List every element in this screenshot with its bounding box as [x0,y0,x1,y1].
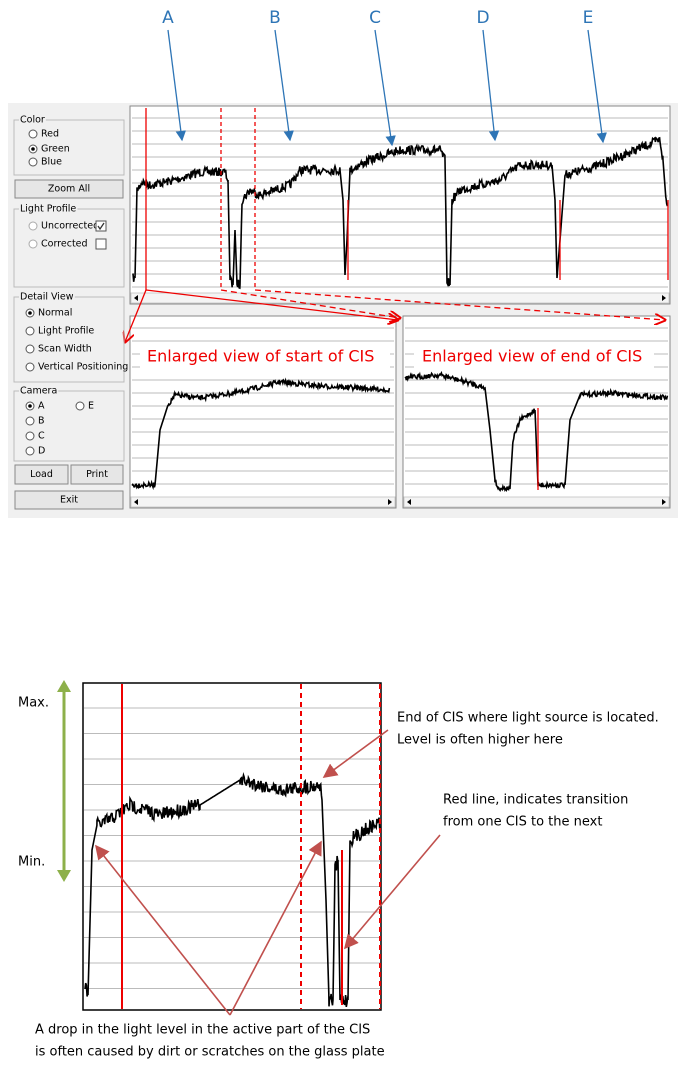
radio-label: Corrected [41,239,88,250]
radio-button[interactable] [25,326,35,336]
group-box [13,119,125,176]
radio-button[interactable] [28,157,38,167]
radio-label[interactable]: Light Profile [38,326,94,337]
radio-label[interactable]: Red [41,129,59,140]
checkbox[interactable] [95,238,107,250]
radio-dot [28,311,32,315]
signal-trace [84,771,381,1008]
scrollbar[interactable] [130,292,670,304]
radio-dot [28,404,32,408]
plot-frame [129,105,671,305]
group-title: Light Profile [20,204,76,215]
button-label[interactable]: Print [86,469,108,480]
callout-arrow [167,29,187,142]
callout-arrow [274,29,294,142]
button-label[interactable]: Load [30,469,53,480]
annotation: Enlarged view of end of CIS [422,347,642,366]
group-box [13,390,125,462]
radio-button [28,221,38,231]
callout-arrow [482,29,500,142]
radio-button[interactable] [28,129,38,139]
group-title-bg [19,385,59,397]
note: A drop in the light level in the active … [35,1023,370,1038]
callout-arrow [587,29,607,144]
radio-label[interactable]: Green [41,144,70,155]
radio-label[interactable]: Blue [41,157,62,168]
callout-letter: B [269,8,281,28]
radio-label[interactable]: D [38,446,45,457]
radio-label[interactable]: Normal [38,308,72,319]
note-arrow [229,840,322,1016]
signal-trace [404,370,669,493]
radio-label[interactable]: A [38,401,45,412]
radio-label: Uncorrected [41,221,99,232]
radio-button[interactable] [75,401,85,411]
button[interactable] [70,464,124,485]
radio-button[interactable] [25,446,35,456]
scrollbar[interactable] [403,496,670,508]
zoom-arrow [145,289,398,320]
callout-arrow [374,29,396,147]
radio-button [28,239,38,249]
note-arrow [95,844,231,1016]
note-arrow [322,729,389,778]
note: End of CIS where light source is located… [397,711,659,726]
group-title-bg [19,114,46,126]
radio-button[interactable] [25,344,35,354]
group-title-bg [19,291,75,303]
button-label[interactable]: Zoom All [48,184,90,195]
signal-trace [131,377,391,491]
radio-label[interactable]: E [88,401,94,412]
axis-label: Max. [18,696,49,711]
axis-label: Min. [18,855,45,870]
scrollbar[interactable] [130,496,396,508]
zoom-arrow [220,289,400,318]
signal-trace [132,136,669,290]
callout-letter: A [162,8,174,28]
radio-button[interactable] [25,431,35,441]
callout-letter: C [369,8,381,28]
note-arrow [343,834,441,950]
check-mark [97,222,105,231]
label-bg [140,343,390,371]
callout-letter: D [476,8,489,28]
radio-label[interactable]: C [38,431,45,442]
zoom-arrow [254,289,665,320]
diagram-frame [82,682,382,1011]
note: from one CIS to the next [443,815,602,830]
label-bg [414,343,654,371]
button[interactable] [14,464,69,485]
callout-letter: E [583,8,594,28]
radio-label[interactable]: Scan Width [38,344,92,355]
group-title: Camera [20,386,57,397]
radio-label[interactable]: Vertical Positioning [38,362,128,373]
group-title: Detail View [20,292,74,303]
zoom-arrow [125,289,147,342]
note: is often caused by dirt or scratches on … [35,1045,385,1060]
group-title-bg [19,203,78,215]
annotation: Enlarged view of start of CIS [147,347,374,366]
button[interactable] [14,179,124,199]
radio-dot [31,147,35,151]
radio-label[interactable]: B [38,416,45,427]
checkbox[interactable] [95,220,107,232]
note: Red line, indicates transition [443,793,628,808]
group-title: Color [20,115,45,126]
note: Level is often higher here [397,733,563,748]
button[interactable] [14,490,124,510]
radio-button[interactable] [25,416,35,426]
radio-button[interactable] [25,362,35,372]
button-label[interactable]: Exit [60,495,78,506]
